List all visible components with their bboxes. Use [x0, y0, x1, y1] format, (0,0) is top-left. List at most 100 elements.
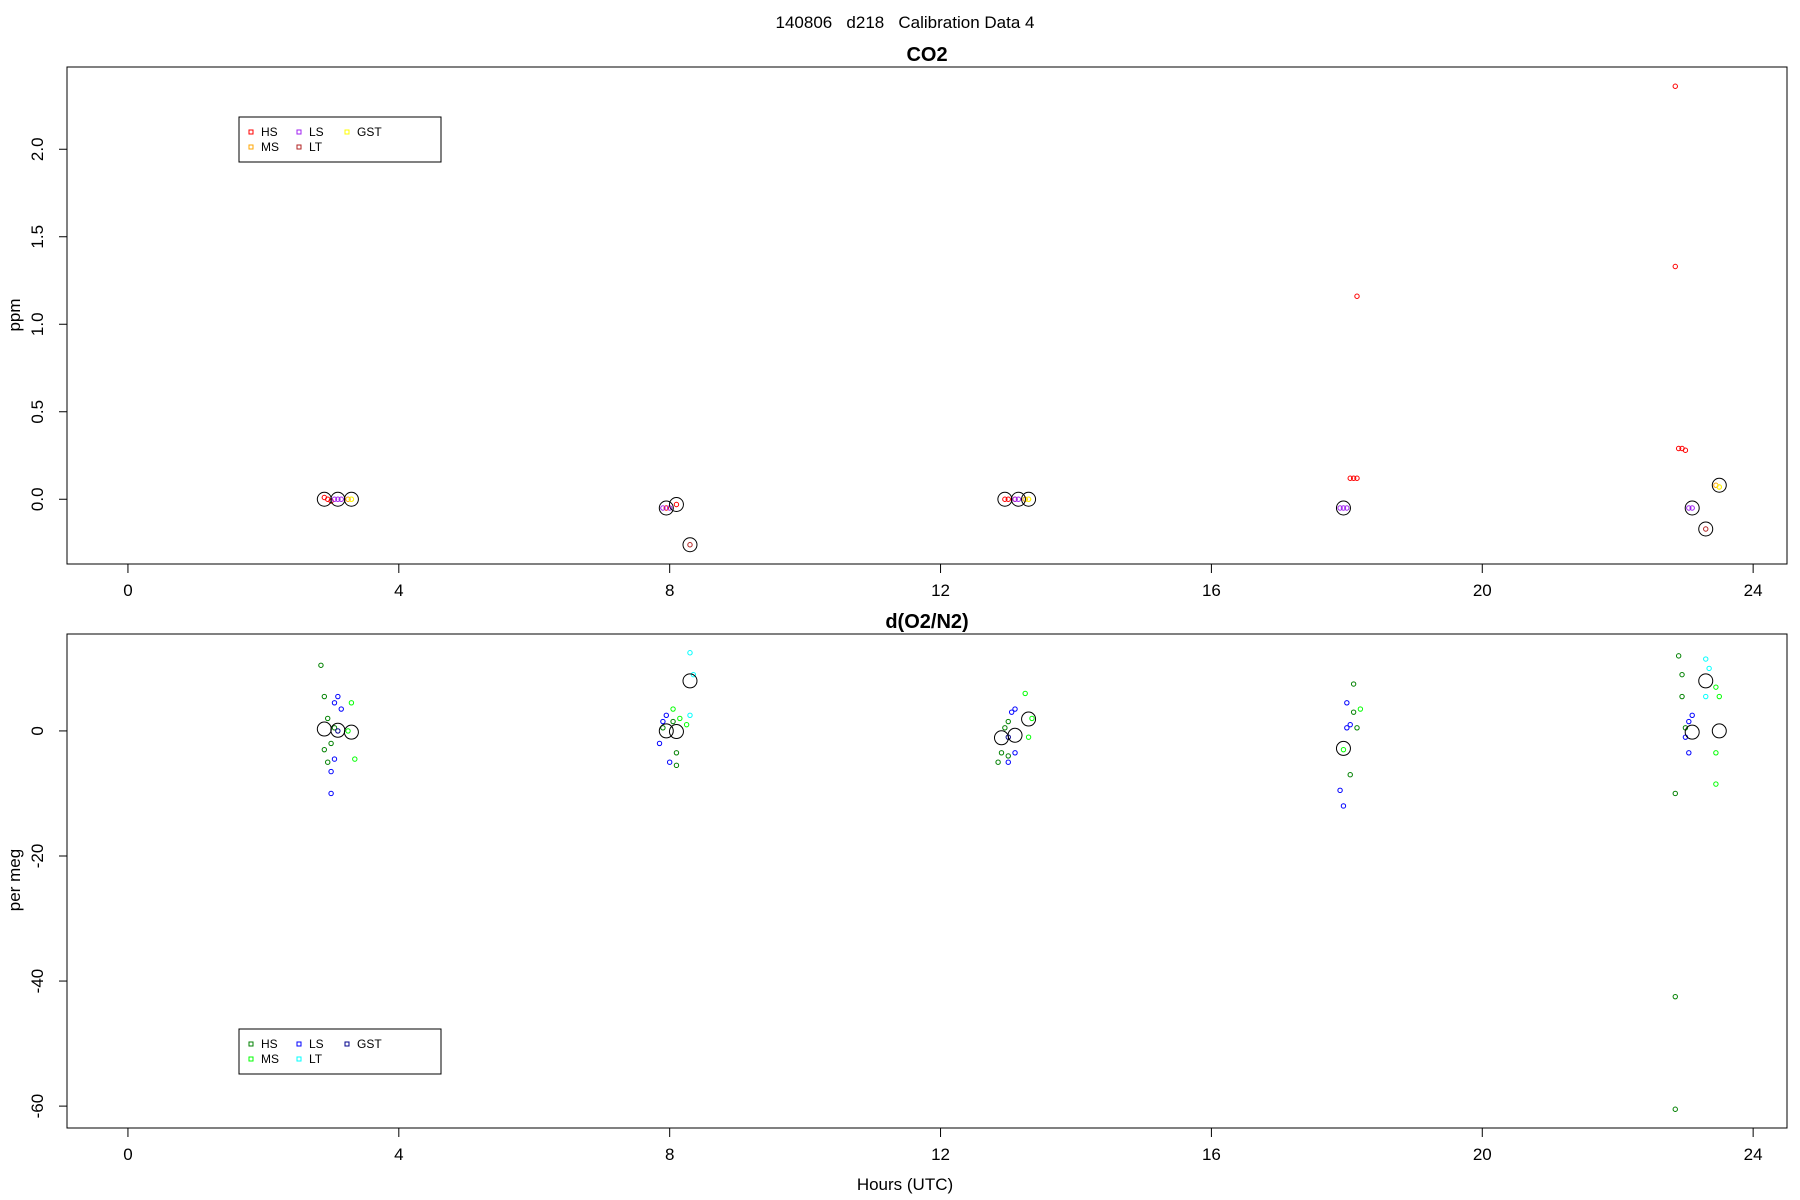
legend-label: LT	[309, 140, 323, 154]
figure-title: 140806 d218 Calibration Data 4	[776, 13, 1035, 32]
data-point-hs	[1350, 475, 1357, 481]
mean-marker	[1698, 521, 1714, 537]
x-tick-label: 20	[1473, 1145, 1492, 1164]
data-point-ls	[1344, 505, 1350, 511]
co2-panel: CO2 ppm 0 4 8 12 16 20 24 0.0 0.5 1.0 1.5 2.0 HSMS…	[5, 44, 1788, 600]
data-point-gst	[1025, 496, 1032, 502]
mean-marker	[1007, 727, 1023, 743]
x-tick-label: 4	[394, 581, 403, 600]
mean-marker	[343, 724, 359, 740]
mean-marker	[668, 497, 684, 512]
data-point-hs	[673, 762, 680, 769]
y-tick-label: -20	[28, 844, 47, 869]
data-point-hs	[331, 725, 338, 731]
data-point-ms	[1713, 684, 1719, 690]
data-point-ls	[1344, 725, 1350, 731]
legend-swatch	[344, 129, 350, 135]
data-point-ms	[1713, 781, 1719, 787]
mean-marker	[1711, 477, 1727, 493]
legend-label: HS	[261, 1037, 278, 1051]
data-point-ms	[348, 700, 355, 706]
data-point-lt	[1703, 526, 1709, 532]
data-point-hs	[660, 725, 666, 731]
data-point-ls	[1337, 505, 1343, 511]
data-point-ls	[663, 712, 669, 718]
data-point-ls	[1689, 712, 1695, 718]
data-point-ls	[335, 496, 341, 502]
mean-marker	[1711, 723, 1727, 739]
x-tick-label: 24	[1744, 1145, 1763, 1164]
data-point-lt	[687, 650, 693, 656]
legend-label: HS	[261, 125, 278, 139]
data-point-ms	[683, 721, 690, 728]
data-point-ms	[670, 706, 676, 712]
data-point-hs	[1675, 653, 1682, 659]
data-point-ls	[666, 759, 673, 765]
mean-marker	[1335, 740, 1351, 756]
data-point-hs	[1672, 1106, 1678, 1112]
data-point-ls	[338, 706, 344, 712]
data-point-hs	[995, 759, 1001, 765]
data-point-ls	[1337, 787, 1343, 794]
legend-swatch	[296, 129, 302, 135]
x-tick-label: 12	[931, 581, 950, 600]
data-point-hs	[1002, 725, 1008, 731]
legend-label: MS	[261, 140, 279, 154]
data-point-lt	[1703, 693, 1709, 700]
o2n2-y-axis: -60 -40 -20 0	[28, 726, 68, 1119]
x-tick-label: 8	[665, 1145, 674, 1164]
x-tick-label: 24	[1744, 581, 1763, 600]
data-point-hs	[1679, 671, 1685, 678]
data-point-ms	[1713, 750, 1719, 756]
legend-swatch	[248, 144, 254, 150]
y-tick-label: -60	[28, 1094, 47, 1119]
data-point-ms	[1716, 693, 1722, 700]
data-point-ls	[1686, 750, 1692, 756]
data-point-lt	[1703, 656, 1709, 662]
co2-legend-box	[238, 116, 442, 163]
y-tick-label: 0.5	[28, 400, 47, 424]
legend-swatch	[248, 129, 254, 135]
legend-label: LT	[309, 1052, 323, 1066]
o2n2-x-axis: 0 4 8 12 16 20 24	[123, 1127, 1763, 1164]
data-point-hs	[1675, 445, 1682, 452]
x-axis-label: Hours (UTC)	[857, 1175, 953, 1194]
co2-x-axis: 0 4 8 12 16 20 24	[123, 563, 1763, 600]
data-point-ms	[345, 496, 351, 502]
data-point-gst	[348, 496, 355, 502]
x-tick-label: 0	[123, 581, 132, 600]
data-point-hs	[1672, 83, 1678, 89]
data-point-hs	[1005, 753, 1011, 759]
data-point-ms	[352, 756, 358, 762]
data-point-ls	[1012, 706, 1018, 712]
data-point-hs	[1350, 709, 1357, 715]
mean-marker	[1010, 491, 1026, 507]
o2n2-panel: d(O2/N2) per meg 0 4 8 12 16 20 24 -60 -40 -20 0 …	[5, 611, 1788, 1194]
data-point-ls	[1012, 496, 1018, 502]
y-tick-label: -40	[28, 969, 47, 994]
data-point-ls	[1689, 505, 1695, 511]
data-point-ms	[1022, 690, 1028, 697]
data-point-hs	[1672, 263, 1678, 270]
data-point-ls	[660, 718, 666, 725]
data-point-hs	[1002, 496, 1008, 502]
data-point-ls	[1344, 700, 1350, 706]
data-point-hs	[673, 501, 680, 508]
x-tick-label: 8	[665, 581, 674, 600]
x-tick-label: 20	[1473, 581, 1492, 600]
data-point-lt	[687, 542, 693, 548]
co2-points	[321, 83, 1722, 548]
data-point-ls	[331, 496, 338, 502]
mean-marker	[1335, 500, 1351, 516]
data-point-hs	[321, 693, 328, 700]
data-point-hs	[325, 715, 331, 722]
data-point-ls	[331, 756, 338, 762]
data-point-lt	[687, 712, 693, 718]
data-point-hs	[1354, 475, 1360, 481]
data-point-ls	[1686, 505, 1692, 511]
x-tick-label: 0	[123, 1145, 132, 1164]
mean-marker	[658, 723, 674, 739]
data-point-ls	[1012, 750, 1018, 756]
